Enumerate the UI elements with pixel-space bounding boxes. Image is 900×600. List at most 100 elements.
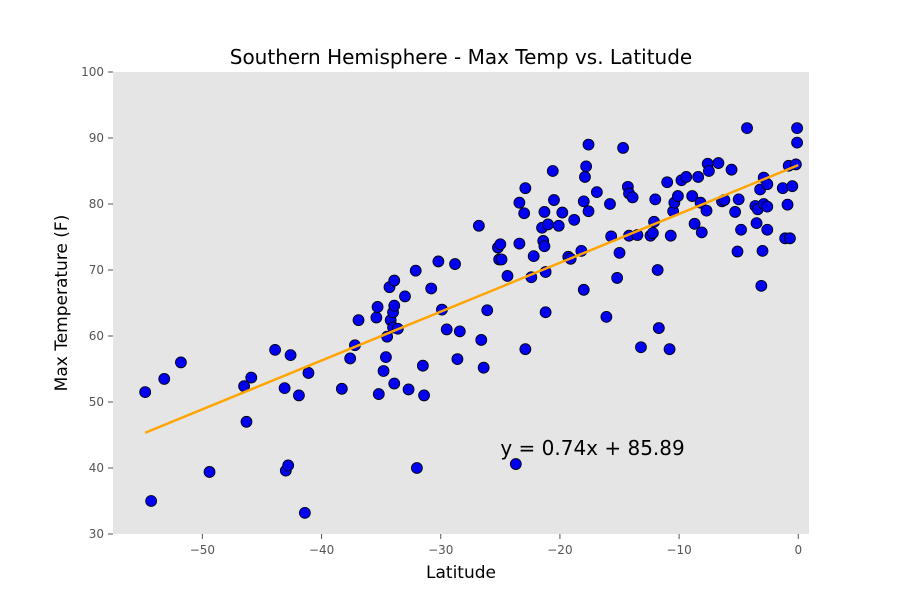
- y-axis-title: Max Temperature (F): [52, 215, 72, 392]
- data-point: [389, 275, 400, 286]
- data-point: [433, 256, 444, 267]
- data-point: [399, 291, 410, 302]
- data-point: [473, 220, 484, 231]
- data-point: [652, 265, 663, 276]
- data-point: [450, 259, 461, 270]
- data-point: [787, 181, 798, 192]
- data-point: [345, 353, 356, 364]
- data-point: [756, 280, 767, 291]
- x-axis: −50 −40 −30 −20 −10 0: [190, 534, 802, 557]
- data-point: [146, 496, 157, 507]
- data-point: [528, 251, 539, 262]
- data-point: [578, 196, 589, 207]
- data-point: [650, 194, 661, 205]
- data-point: [730, 206, 741, 217]
- data-point: [757, 245, 768, 256]
- data-point: [665, 230, 676, 241]
- data-point: [371, 312, 382, 323]
- data-point: [792, 123, 803, 134]
- y-tick-label: 90: [89, 131, 104, 145]
- data-point: [635, 342, 646, 353]
- data-point: [373, 389, 384, 400]
- data-point: [732, 246, 743, 257]
- y-tick-label: 80: [89, 197, 104, 211]
- data-point: [627, 192, 638, 203]
- data-point: [696, 227, 707, 238]
- data-point: [539, 241, 550, 252]
- x-tick-label: −50: [190, 543, 215, 557]
- data-point: [713, 158, 724, 169]
- data-point: [411, 463, 422, 474]
- x-axis-title: Latitude: [426, 563, 496, 583]
- data-point: [548, 195, 559, 206]
- data-point: [601, 311, 612, 322]
- x-tick-label: −10: [666, 543, 691, 557]
- data-point: [583, 206, 594, 217]
- y-axis: 30 40 50 60 70 80 90 100: [81, 65, 113, 541]
- data-point: [581, 161, 592, 172]
- data-point: [553, 220, 564, 231]
- y-tick-label: 30: [89, 527, 104, 541]
- data-point: [703, 166, 714, 177]
- data-point: [293, 390, 304, 401]
- data-point: [417, 360, 428, 371]
- data-point: [482, 305, 493, 316]
- data-point: [452, 354, 463, 365]
- data-point: [495, 239, 506, 250]
- y-tick-label: 50: [89, 395, 104, 409]
- data-point: [693, 171, 704, 182]
- data-point: [579, 171, 590, 182]
- data-point: [681, 171, 692, 182]
- data-point: [591, 187, 602, 198]
- data-point: [303, 367, 314, 378]
- data-point: [547, 166, 558, 177]
- data-point: [751, 218, 762, 229]
- data-point: [380, 352, 391, 363]
- data-point: [784, 233, 795, 244]
- data-point: [476, 334, 487, 345]
- data-point: [496, 254, 507, 265]
- regression-equation: y = 0.74x + 85.89: [500, 436, 684, 460]
- x-tick-label: −40: [309, 543, 334, 557]
- data-point: [792, 137, 803, 148]
- data-point: [159, 373, 170, 384]
- data-point: [241, 416, 252, 427]
- data-point: [782, 199, 793, 210]
- y-tick-label: 70: [89, 263, 104, 277]
- data-point: [664, 344, 675, 355]
- data-point: [543, 219, 554, 230]
- data-point: [514, 238, 525, 249]
- data-point: [283, 460, 294, 471]
- data-point: [762, 224, 773, 235]
- y-tick-label: 40: [89, 461, 104, 475]
- data-point: [389, 378, 400, 389]
- data-point: [372, 301, 383, 312]
- data-point: [246, 372, 257, 383]
- data-point: [175, 357, 186, 368]
- data-point: [662, 177, 673, 188]
- x-tick-label: −30: [428, 543, 453, 557]
- data-point: [742, 123, 753, 134]
- data-point: [204, 466, 215, 477]
- data-point: [299, 507, 310, 518]
- data-point: [557, 207, 568, 218]
- x-tick-label: −20: [547, 543, 572, 557]
- data-point: [502, 270, 513, 281]
- data-point: [285, 350, 296, 361]
- data-point: [478, 362, 489, 373]
- data-point: [279, 383, 290, 394]
- data-point: [353, 315, 364, 326]
- data-point: [578, 284, 589, 295]
- data-point: [514, 197, 525, 208]
- data-point: [540, 307, 551, 318]
- y-tick-label: 100: [81, 65, 104, 79]
- data-point: [762, 201, 773, 212]
- data-point: [454, 326, 465, 337]
- data-point: [410, 265, 421, 276]
- data-point: [618, 142, 629, 153]
- data-point: [569, 214, 580, 225]
- data-point: [441, 324, 452, 335]
- data-point: [672, 191, 683, 202]
- data-point: [403, 384, 414, 395]
